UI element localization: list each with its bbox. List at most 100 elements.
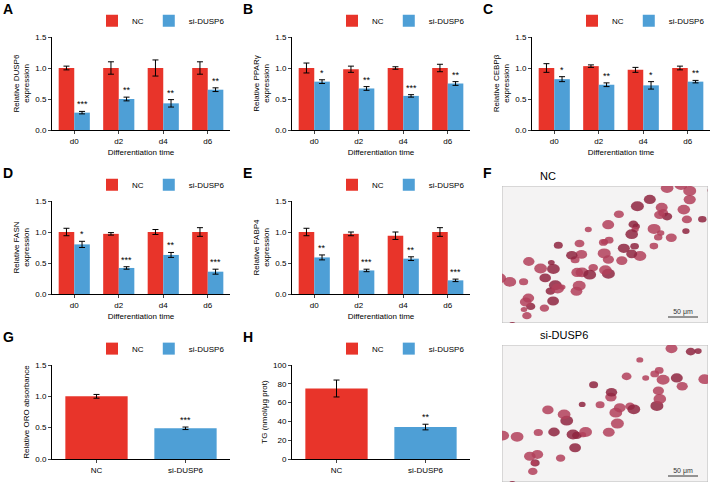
- svg-text:d0: d0: [310, 301, 319, 310]
- svg-text:Relative CEBPβexpression: Relative CEBPβexpression: [492, 54, 511, 112]
- svg-text:1.5: 1.5: [275, 33, 287, 42]
- svg-text:Relative DUSP6expression: Relative DUSP6expression: [12, 54, 31, 112]
- svg-text:100: 100: [273, 361, 287, 370]
- svg-text:NC: NC: [132, 345, 144, 354]
- svg-text:0.0: 0.0: [35, 126, 47, 135]
- svg-text:d4: d4: [399, 137, 408, 146]
- svg-text:si-DUSP6: si-DUSP6: [189, 17, 225, 26]
- svg-text:1.0: 1.0: [35, 64, 47, 73]
- svg-text:NC: NC: [132, 181, 144, 190]
- svg-text:Differentiation time: Differentiation time: [588, 148, 655, 157]
- svg-text:d6: d6: [443, 301, 452, 310]
- svg-text:NC: NC: [372, 181, 384, 190]
- svg-text:*: *: [80, 229, 84, 239]
- svg-text:**: **: [603, 71, 611, 81]
- svg-text:Relative PPARγexpression: Relative PPARγexpression: [252, 55, 271, 111]
- svg-text:d0: d0: [70, 301, 79, 310]
- svg-text:NC: NC: [612, 17, 624, 26]
- svg-text:**: **: [363, 75, 371, 85]
- svg-text:d2: d2: [114, 301, 123, 310]
- svg-text:**: **: [123, 85, 131, 95]
- svg-text:1.0: 1.0: [35, 228, 47, 237]
- svg-text:NC: NC: [372, 345, 384, 354]
- svg-text:**: **: [692, 68, 700, 78]
- svg-text:d4: d4: [159, 137, 168, 146]
- svg-text:Relative FABP4expression: Relative FABP4expression: [252, 219, 271, 276]
- svg-text:Differentiation time: Differentiation time: [108, 312, 175, 321]
- svg-text:d2: d2: [114, 137, 123, 146]
- svg-text:*: *: [320, 68, 324, 78]
- svg-text:60: 60: [277, 398, 286, 407]
- svg-text:d2: d2: [354, 137, 363, 146]
- svg-text:0.0: 0.0: [275, 290, 287, 299]
- svg-text:Differentiation time: Differentiation time: [348, 312, 415, 321]
- svg-text:si-DUSP6: si-DUSP6: [429, 345, 465, 354]
- svg-text:0.0: 0.0: [35, 455, 47, 464]
- svg-text:NC: NC: [91, 466, 103, 475]
- svg-text:1.5: 1.5: [515, 33, 527, 42]
- svg-text:0.0: 0.0: [35, 290, 47, 299]
- svg-text:d0: d0: [70, 137, 79, 146]
- svg-text:50 μm: 50 μm: [673, 308, 693, 316]
- svg-text:50 μm: 50 μm: [673, 467, 693, 475]
- svg-text:d2: d2: [354, 301, 363, 310]
- svg-text:40: 40: [277, 417, 286, 426]
- svg-text:***: ***: [210, 257, 221, 267]
- svg-text:Relative FASNexpression: Relative FASNexpression: [12, 221, 31, 273]
- svg-text:0.5: 0.5: [515, 95, 527, 104]
- svg-text:**: **: [452, 70, 460, 80]
- svg-text:1.0: 1.0: [515, 64, 527, 73]
- svg-text:Differentiation time: Differentiation time: [348, 148, 415, 157]
- svg-text:NC: NC: [372, 17, 384, 26]
- svg-text:1.5: 1.5: [35, 197, 47, 206]
- svg-text:**: **: [167, 240, 175, 250]
- svg-text:d4: d4: [399, 301, 408, 310]
- svg-text:**: **: [407, 245, 415, 255]
- svg-text:0.5: 0.5: [275, 95, 287, 104]
- svg-text:si-DUSP6: si-DUSP6: [429, 17, 465, 26]
- svg-text:NC: NC: [132, 17, 144, 26]
- svg-text:d4: d4: [159, 301, 168, 310]
- svg-text:**: **: [422, 412, 430, 422]
- svg-text:TG (nmol/μg prot): TG (nmol/μg prot): [260, 380, 269, 444]
- svg-text:si-DUSP6: si-DUSP6: [429, 181, 465, 190]
- svg-text:***: ***: [361, 257, 372, 267]
- svg-text:d4: d4: [639, 137, 648, 146]
- svg-text:d0: d0: [310, 137, 319, 146]
- svg-text:d6: d6: [683, 137, 692, 146]
- svg-text:0.5: 0.5: [35, 423, 47, 432]
- svg-text:**: **: [212, 76, 220, 86]
- svg-text:1.0: 1.0: [275, 64, 287, 73]
- svg-text:1.5: 1.5: [35, 361, 47, 370]
- svg-text:*: *: [560, 65, 564, 75]
- svg-text:**: **: [167, 88, 175, 98]
- svg-text:si-DUSP6: si-DUSP6: [408, 466, 444, 475]
- svg-text:***: ***: [450, 267, 461, 277]
- svg-text:*: *: [649, 70, 653, 80]
- svg-text:1.0: 1.0: [275, 228, 287, 237]
- svg-text:0.5: 0.5: [35, 259, 47, 268]
- svg-text:0.5: 0.5: [275, 259, 287, 268]
- svg-text:0.5: 0.5: [35, 95, 47, 104]
- svg-text:**: **: [318, 243, 326, 253]
- svg-text:si-DUSP6: si-DUSP6: [189, 345, 225, 354]
- svg-text:1.5: 1.5: [35, 33, 47, 42]
- svg-text:d0: d0: [550, 137, 559, 146]
- svg-text:1.0: 1.0: [35, 392, 47, 401]
- svg-text:d6: d6: [443, 137, 452, 146]
- svg-text:si-DUSP6: si-DUSP6: [669, 17, 705, 26]
- svg-text:***: ***: [406, 83, 417, 93]
- svg-text:d2: d2: [594, 137, 603, 146]
- svg-text:0: 0: [282, 455, 287, 464]
- svg-text:***: ***: [77, 99, 88, 109]
- svg-text:d6: d6: [203, 301, 212, 310]
- svg-text:NC: NC: [331, 466, 343, 475]
- svg-text:1.5: 1.5: [275, 197, 287, 206]
- svg-text:Relative ORO absorbance: Relative ORO absorbance: [22, 365, 31, 459]
- svg-text:20: 20: [277, 436, 286, 445]
- svg-text:80: 80: [277, 380, 286, 389]
- svg-text:0.0: 0.0: [515, 126, 527, 135]
- svg-text:***: ***: [121, 255, 132, 265]
- svg-text:***: ***: [180, 415, 191, 425]
- svg-text:Differentiation time: Differentiation time: [108, 148, 175, 157]
